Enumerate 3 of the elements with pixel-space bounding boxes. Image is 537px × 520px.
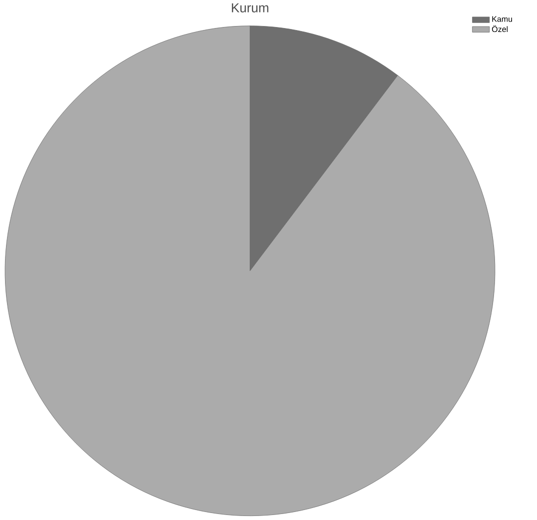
- slice-label: Özel: [492, 25, 508, 32]
- legend-label: Kamu: [492, 16, 512, 22]
- chart-title: Kurum: [232, 3, 268, 12]
